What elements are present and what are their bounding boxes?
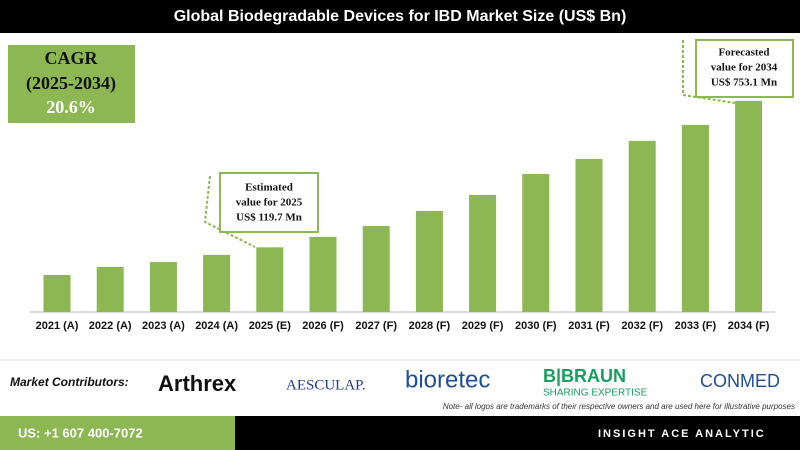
logo: CONMED (700, 371, 780, 391)
bar (149, 262, 177, 312)
logo: Arthrex (158, 371, 237, 396)
x-tick-label: 2026 (F) (302, 320, 344, 332)
footer-brand-bg (235, 416, 800, 450)
callout-text: value for 2025 (236, 197, 303, 209)
bar (469, 194, 497, 312)
callout-box (219, 172, 319, 233)
bar (256, 247, 284, 312)
bar (735, 100, 763, 312)
callout-connector (682, 40, 736, 104)
title-bar (0, 0, 800, 33)
logo-tagline: SHARING EXPERTISE (543, 388, 648, 399)
bar (309, 236, 337, 312)
note: Note- all logos are trademarks of their … (443, 402, 795, 411)
callout-box (695, 39, 794, 98)
x-tick-label: 2031 (F) (568, 320, 610, 332)
footer-brand: INSIGHT ACE ANALYTIC (598, 428, 766, 440)
x-tick-label: 2024 (A) (195, 320, 238, 332)
callout-text: Forecasted (718, 47, 769, 59)
bar (362, 225, 390, 312)
chart-title: Global Biodegradable Devices for IBD Mar… (174, 8, 627, 25)
callout-text: Estimated (245, 182, 293, 194)
x-tick-label: 2027 (F) (355, 320, 397, 332)
bar (681, 124, 709, 312)
cagr-period: (2025-2034) (26, 73, 116, 94)
footer-phone: US: +1 607 400-7072 (18, 425, 143, 440)
callout-text: value for 2034 (711, 62, 778, 74)
bar (415, 210, 443, 312)
contributors-label: Market Contributors: (10, 375, 129, 389)
bar (203, 254, 231, 312)
x-tick-label: 2025 (E) (249, 320, 292, 332)
x-tick-label: 2028 (F) (409, 320, 451, 332)
x-tick-label: 2029 (F) (462, 320, 504, 332)
callout-connector (203, 175, 256, 248)
x-tick-label: 2021 (A) (36, 320, 79, 332)
bar (96, 266, 124, 312)
logo: B|BRAUN (543, 366, 626, 386)
logo: AESCULAP. (286, 377, 366, 393)
logo: bioretec (405, 366, 490, 393)
x-tick-label: 2023 (A) (142, 320, 185, 332)
cagr-value: 20.6% (46, 97, 96, 117)
callout-text: US$ 119.7 Mn (236, 212, 302, 224)
bar (43, 275, 71, 312)
bar (628, 140, 656, 312)
x-tick-label: 2033 (F) (675, 320, 717, 332)
x-tick-label: 2032 (F) (621, 320, 663, 332)
cagr-label: CAGR (45, 48, 99, 68)
x-tick-label: 2030 (F) (515, 320, 557, 332)
x-tick-label: 2022 (A) (89, 320, 132, 332)
callout-text: US$ 753.1 Mn (711, 77, 777, 89)
cagr-box (8, 45, 135, 123)
bar (522, 173, 550, 312)
bar (575, 158, 603, 312)
footer-phone-bg (0, 416, 235, 450)
x-tick-label: 2034 (F) (728, 320, 770, 332)
